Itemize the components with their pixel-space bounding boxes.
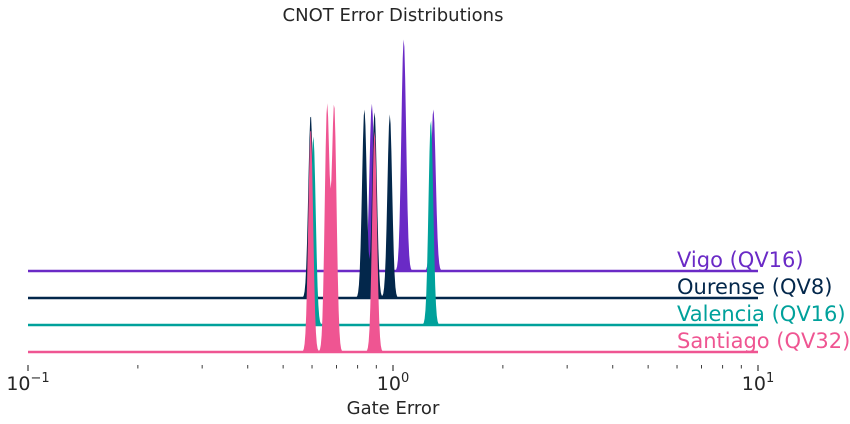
- x-tick-label-0: 10−1: [6, 371, 49, 395]
- series-1: Ourense (QV8): [28, 109, 832, 300]
- series-2: Valencia (QV16): [28, 120, 846, 327]
- series-area-1: [28, 109, 758, 298]
- ridges-group: Vigo (QV16) Ourense (QV8) Valencia (QV16) S…: [28, 39, 850, 354]
- x-tick-label-1: 100: [377, 371, 409, 395]
- series-label-3: Santiago (QV32): [677, 329, 850, 353]
- x-axis-label: Gate Error: [347, 398, 440, 419]
- series-3: Santiago (QV32): [28, 103, 850, 354]
- series-label-0: Vigo (QV16): [677, 248, 804, 272]
- x-tick-label-2: 101: [742, 371, 774, 395]
- series-0: Vigo (QV16): [28, 39, 804, 273]
- x-axis: 10−1 100 101: [6, 364, 774, 395]
- chart-title: CNOT Error Distributions: [283, 5, 504, 26]
- series-label-2: Valencia (QV16): [677, 302, 846, 326]
- series-label-1: Ourense (QV8): [677, 275, 832, 299]
